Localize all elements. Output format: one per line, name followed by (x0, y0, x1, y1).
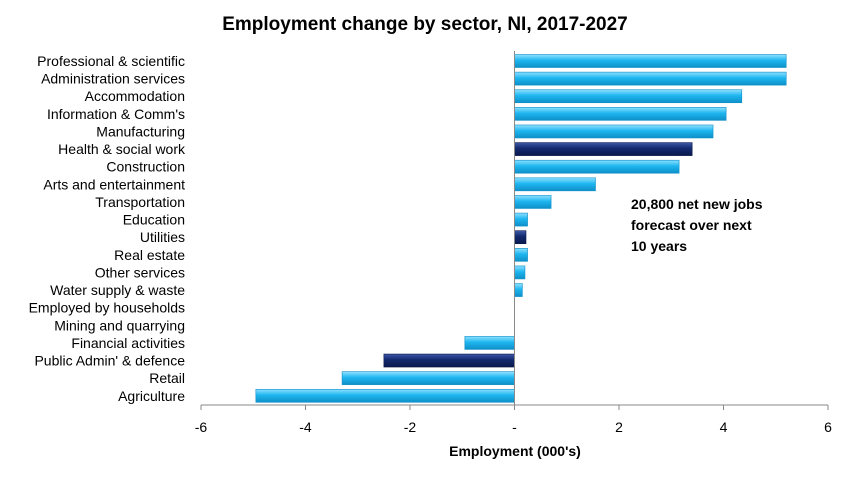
category-label: Education (123, 212, 185, 228)
category-label: Transportation (95, 194, 185, 210)
category-label: Public Admin' & defence (34, 353, 185, 369)
x-tick-label: 2 (615, 419, 623, 435)
category-label: Agriculture (118, 388, 185, 404)
x-tick-label: -4 (299, 419, 312, 435)
x-tick-label: 6 (824, 419, 832, 435)
category-label: Real estate (114, 247, 185, 263)
category-label: Construction (106, 159, 185, 175)
category-label: Professional & scientific (37, 53, 185, 69)
bar-retail (341, 371, 515, 385)
bar-accommodation (514, 89, 743, 104)
category-label: Mining and quarrying (54, 317, 185, 333)
bar-information-comm-s (514, 107, 727, 121)
category-label: Utilities (140, 229, 185, 245)
x-axis-label: Employment (000's) (449, 443, 581, 459)
category-label: Health & social work (58, 141, 186, 157)
x-tick-label: -2 (404, 419, 417, 435)
bar-water-supply-waste (514, 283, 523, 297)
x-tick-label: -6 (195, 419, 208, 435)
bar-education (514, 212, 528, 227)
bar-transportation (514, 195, 552, 209)
bar-financial-activities (464, 336, 515, 350)
category-label: Financial activities (71, 335, 185, 351)
annotation-line: forecast over next (631, 217, 752, 233)
bar-construction (514, 159, 680, 174)
category-label: Retail (149, 370, 185, 386)
chart-title: Employment change by sector, NI, 2017-20… (222, 14, 628, 35)
category-label: Administration services (41, 71, 185, 87)
bar-arts-and-entertainment (514, 177, 596, 192)
category-label: Other services (95, 264, 185, 280)
bar-real-estate (514, 248, 528, 262)
category-label: Manufacturing (96, 123, 185, 139)
x-tick-label: - (512, 419, 517, 435)
category-label: Arts and entertainment (43, 176, 185, 192)
bar-agriculture (255, 388, 515, 403)
bar-administration-services (514, 71, 787, 86)
net-jobs-annotation: 20,800 net new jobs forecast over next 10 … (631, 196, 763, 254)
bar-manufacturing (514, 124, 714, 139)
category-label: Accommodation (85, 88, 185, 104)
x-tick-label: 4 (720, 419, 728, 435)
annotation-line: 10 years (631, 238, 687, 254)
bar-health-social-work (514, 142, 693, 156)
bar-utilities (514, 230, 527, 244)
bar-public-admin-defence (383, 353, 515, 368)
bar-professional-scientific (514, 54, 787, 68)
category-label: Employed by households (29, 300, 185, 316)
category-label: Information & Comm's (47, 106, 185, 122)
bar-other-services (514, 265, 526, 280)
category-label: Water supply & waste (50, 282, 185, 298)
annotation-line: 20,800 net new jobs (631, 196, 763, 212)
